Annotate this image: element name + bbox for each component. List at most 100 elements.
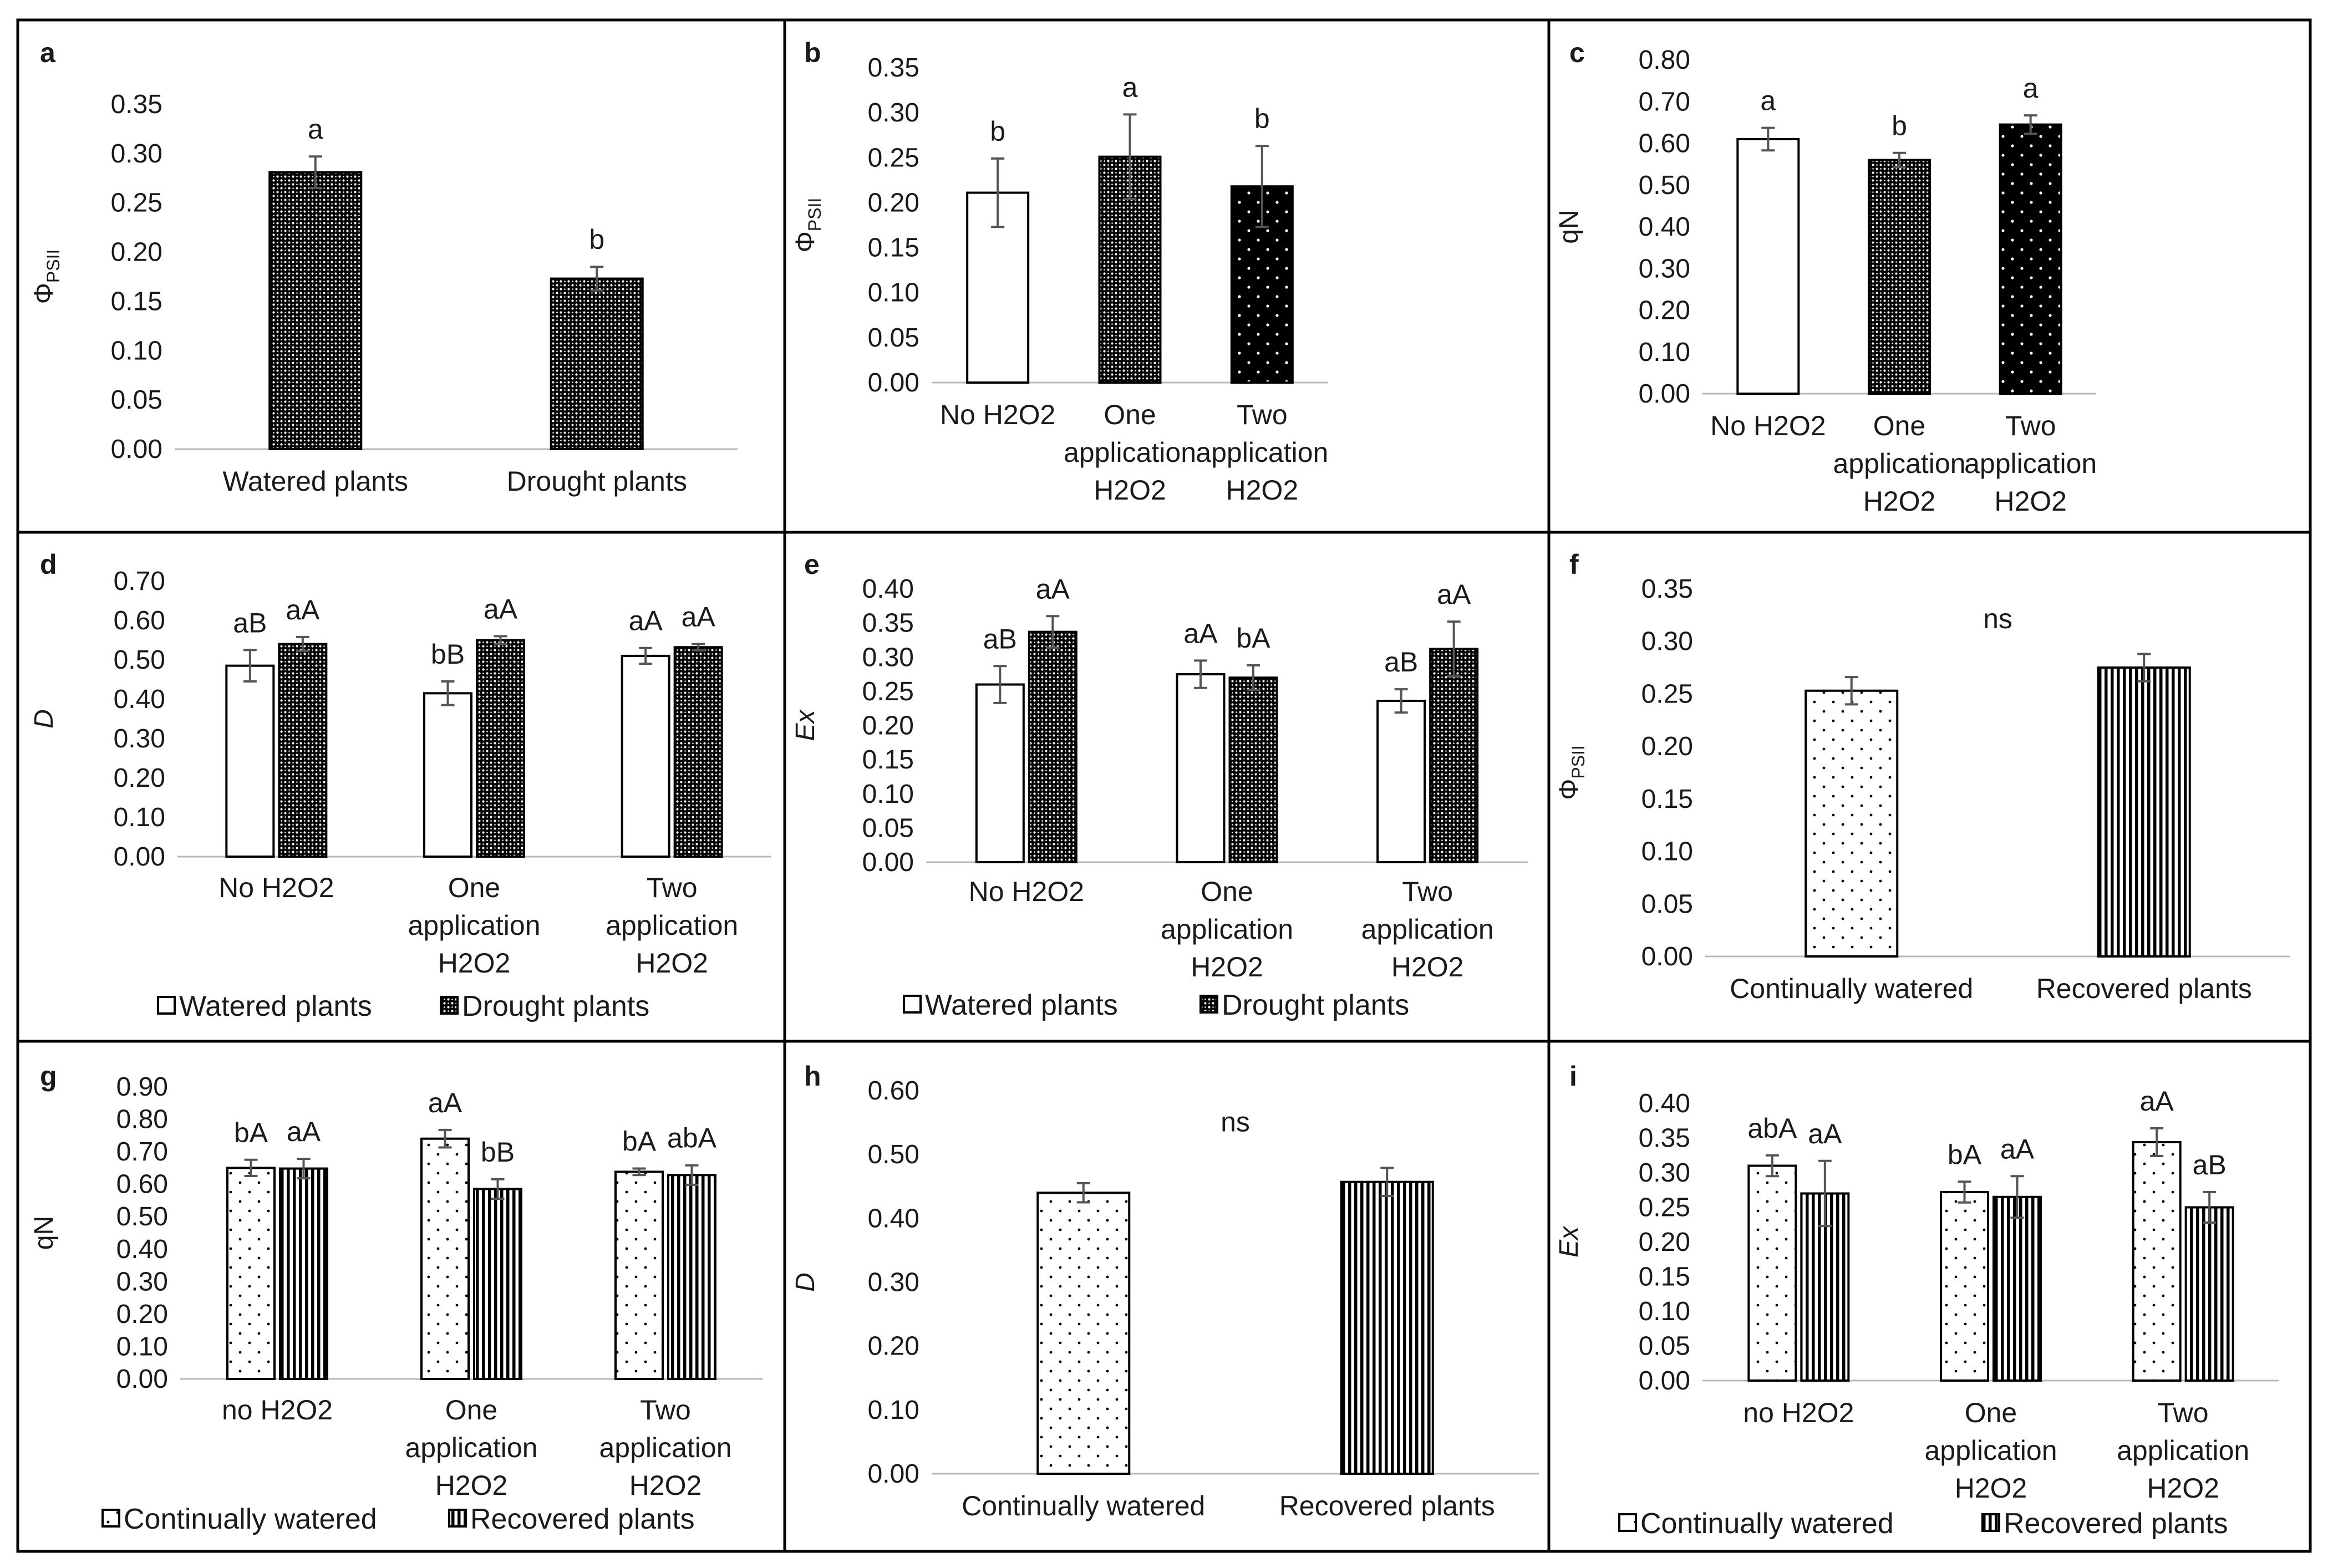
y-tick-label: 0.10 (114, 803, 165, 832)
y-tick-label: 0.15 (111, 287, 162, 316)
significance-letter: aA (629, 605, 663, 637)
y-tick-label: 0.50 (114, 645, 165, 675)
annotation-ns: ns (1221, 1106, 1250, 1137)
x-tick-label: One (445, 1394, 498, 1426)
significance-letter: aA (1183, 618, 1218, 649)
y-tick-label: 0.70 (1639, 87, 1690, 116)
x-tick-label: Two (647, 872, 698, 903)
annotation-ns: ns (1983, 603, 2012, 634)
plot-b: 0.00 0.05 0.10 0.15 0.20 0.25 0.30 0.35 ΦPSII b No… (791, 53, 1328, 506)
y-tick-label: 0.30 (114, 724, 165, 754)
y-tick-label: 0.10 (868, 278, 919, 308)
x-tick-label: H2O2 (1863, 486, 1936, 517)
panel-label-f: f (1569, 549, 1579, 580)
panel-i-border (1547, 1040, 2312, 1553)
legend-label: Watered plants (925, 989, 1118, 1021)
y-tick-label: 0.20 (1639, 1228, 1690, 1257)
y-tick-label: 0.10 (116, 1332, 168, 1361)
bar (1747, 1164, 1797, 1382)
significance-letter: bA (622, 1126, 657, 1157)
legend-swatch (1981, 1513, 2000, 1532)
y-tick-label: 0.00 (862, 848, 914, 877)
x-tick-label: Recovered plants (2036, 973, 2252, 1004)
legend-swatch (1199, 995, 1218, 1014)
y-tick-label: 0.25 (868, 143, 919, 172)
bar (2097, 666, 2191, 958)
y-tick-label: 0.20 (868, 188, 919, 217)
significance-letter: bA (234, 1117, 268, 1148)
y-tick-label: 0.20 (114, 763, 165, 793)
significance-letter: abA (1747, 1113, 1797, 1144)
y-tick-label: 0.30 (862, 643, 914, 672)
legend-label: Watered plants (179, 990, 372, 1022)
significance-letter: b (1254, 103, 1270, 134)
y-tick-label: 0.60 (868, 1076, 919, 1106)
y-tick-label: 0.80 (1639, 45, 1690, 75)
y-tick-label: 0.00 (868, 1459, 919, 1489)
bar (268, 171, 363, 450)
y-tick-label: 0.40 (868, 1204, 919, 1233)
y-tick-label: 0.20 (1639, 296, 1690, 325)
x-tick-label: H2O2 (2147, 1473, 2219, 1504)
panel-label-g: g (40, 1061, 57, 1092)
x-tick-label: Recovered plants (1279, 1490, 1495, 1521)
y-tick-label: 0.00 (868, 368, 919, 398)
x-tick-label: H2O2 (1226, 475, 1299, 506)
significance-letter: bA (1948, 1139, 1982, 1170)
significance-letter: bB (481, 1137, 515, 1168)
legend-swatch (448, 1509, 467, 1528)
plot-e: 0.00 0.05 0.10 0.15 0.20 0.25 0.30 0.35 0.40 Ex aB… (791, 573, 1528, 1021)
bar (476, 639, 525, 858)
significance-letter: aA (1437, 579, 1471, 610)
y-tick-label: 0.00 (114, 842, 165, 872)
y-tick-label: 0.50 (868, 1140, 919, 1169)
x-tick-label: Drought plants (507, 466, 687, 497)
significance-letter: b (589, 224, 604, 255)
panel-a: a 0.00 0.05 0.10 0.15 0.20 0.25 0.30 0.35 ΦPSII a… (16, 18, 786, 534)
bar (1868, 159, 1931, 395)
x-tick-label: application (405, 1432, 537, 1463)
y-tick-label: 0.00 (1639, 379, 1690, 409)
significance-letter: aB (233, 607, 267, 638)
bar (225, 664, 275, 858)
y-tick-label: 0.10 (862, 780, 914, 809)
y-tick-label: 0.40 (1639, 1089, 1690, 1118)
y-tick-label: 0.10 (1639, 338, 1690, 367)
panel-label-i: i (1569, 1061, 1577, 1092)
significance-letter: aB (983, 623, 1017, 654)
y-axis-title: ΦPSII (29, 250, 63, 304)
bar (1736, 138, 1800, 395)
legend-label: Continually watered (124, 1503, 377, 1535)
bar (279, 1167, 328, 1381)
plot-g: 0.00 0.10 0.20 0.30 0.40 0.50 0.60 0.70 0.80 0.90… (29, 1072, 763, 1535)
bar (1999, 123, 2062, 395)
bar (1805, 689, 1899, 958)
significance-letter: aA (428, 1087, 462, 1118)
bar (1028, 630, 1077, 863)
panel-label-c: c (1569, 37, 1585, 68)
x-tick-label: application (1064, 437, 1196, 468)
y-tick-label: 0.30 (1639, 254, 1690, 283)
panel-d: d 0.00 0.10 0.20 0.30 0.40 0.50 0.60 0.70 DaB aA N… (16, 531, 786, 1043)
panel-b: b 0.00 0.05 0.10 0.15 0.20 0.25 0.30 0.35 ΦPSII b… (783, 18, 1551, 534)
y-axis-title: qN (1554, 210, 1584, 243)
y-tick-label: 0.00 (111, 435, 162, 464)
significance-letter: aA (2140, 1086, 2174, 1117)
plot-h: 0.00 0.10 0.20 0.30 0.40 0.50 0.60 D Continually… (791, 1076, 1539, 1521)
panel-i: i 0.00 0.05 0.10 0.15 0.20 0.25 0.30 0.35 0.40 Ex… (1547, 1040, 2312, 1553)
bar (226, 1167, 276, 1381)
x-tick-label: application (1833, 448, 1965, 479)
y-tick-label: 0.05 (111, 385, 162, 415)
plot-i: 0.00 0.05 0.10 0.15 0.20 0.25 0.30 0.35 0.40 Ex ab… (1554, 1086, 2279, 1540)
significance-letter: aA (1036, 573, 1070, 604)
significance-letter: b (990, 116, 1005, 147)
y-tick-label: 0.05 (868, 323, 919, 353)
legend-label: Recovered plants (2004, 1508, 2228, 1540)
bar (975, 683, 1025, 864)
y-axis-title: Ex (791, 709, 820, 741)
x-tick-label: One (1104, 399, 1156, 430)
plot-c: 0.00 0.10 0.20 0.30 0.40 0.50 0.60 0.70 0.80 qN a N… (1554, 45, 2097, 517)
y-tick-label: 0.20 (868, 1332, 919, 1361)
y-tick-label: 0.35 (1639, 1124, 1690, 1153)
bar (473, 1188, 522, 1380)
